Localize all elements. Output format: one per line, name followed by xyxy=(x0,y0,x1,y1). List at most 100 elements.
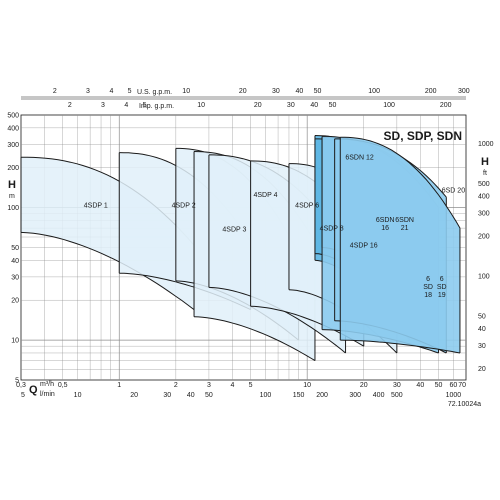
secondary-x-axes: U.S. g.p.m. Imp. g.p.m. 2 3 4 5 10 20 30 40 50 10… xyxy=(21,88,470,110)
y2-tick-label: 300 xyxy=(478,210,490,217)
series-label-4sdp-16: 4SDP 16 xyxy=(350,243,378,250)
lmin-tick-label: 150 xyxy=(293,392,305,399)
m3h-tick-label: 0,3 xyxy=(16,382,26,389)
impgpm-tick-label: 3 xyxy=(101,102,105,109)
usgpm-tick-label: 300 xyxy=(458,88,470,95)
impgpm-tick-label: 100 xyxy=(383,102,395,109)
y-tick-label: 100 xyxy=(7,205,19,212)
lmin-tick-label: 30 xyxy=(163,392,171,399)
lmin-tick-label: 500 xyxy=(391,392,403,399)
y2-tick-label: 500 xyxy=(478,181,490,188)
usgpm-tick-labels: 2 3 4 5 10 20 30 40 50 100 200 300 xyxy=(53,88,470,95)
usgpm-tick-label: 2 xyxy=(53,88,57,95)
m3h-tick-labels: 0,3 0,5 1 2 3 4 5 10 20 30 40 50 60 70 xyxy=(16,382,466,389)
x-unit-bottom: l/min xyxy=(40,391,55,398)
y-tick-label: 20 xyxy=(11,298,19,305)
series-label-6sdn-12: 6SDN 12 xyxy=(345,155,374,162)
footnote: 72.10024a xyxy=(448,401,481,408)
lmin-tick-label: 10 xyxy=(74,392,82,399)
y-tick-label: 30 xyxy=(11,274,19,281)
lmin-tick-label: 20 xyxy=(130,392,138,399)
m3h-tick-label: 40 xyxy=(416,382,424,389)
series-label-6sdn-21: 6SDN 21 xyxy=(395,217,414,232)
m3h-tick-label: 20 xyxy=(360,382,368,389)
x-quantity-label: Q xyxy=(29,384,38,396)
series-label-6sd-18: 6 SD 18 xyxy=(423,276,433,299)
series-label-4sdp-8: 4SDP 8 xyxy=(320,226,344,233)
series-label-6sd-19: 6 SD 19 xyxy=(437,276,447,299)
m3h-tick-label: 4 xyxy=(230,382,234,389)
usgpm-tick-label: 3 xyxy=(86,88,90,95)
chart-title: SD, SDP, SDN xyxy=(384,129,462,143)
y-quantity-label: H xyxy=(8,179,16,191)
usgpm-tick-label: 10 xyxy=(182,88,190,95)
y2-unit-label: ft xyxy=(483,170,487,177)
usgpm-tick-label: 20 xyxy=(239,88,247,95)
series-label-4sdp-4: 4SDP 4 xyxy=(253,192,277,199)
lmin-tick-label: 300 xyxy=(349,392,361,399)
lmin-tick-label: 5 xyxy=(21,392,25,399)
impgpm-tick-label: 4 xyxy=(124,102,128,109)
lmin-tick-label: 1000 xyxy=(446,392,462,399)
y-tick-label: 200 xyxy=(7,165,19,172)
y-unit-label: m xyxy=(9,193,15,200)
y2-quantity-label: H xyxy=(481,156,489,168)
series-label-6sd-20: 6SD 20 xyxy=(442,188,465,195)
bottom-x-axes: Q m³/h l/min 0,3 0,5 1 2 3 4 5 10 20 30 40 50 60 70 5… xyxy=(16,381,466,399)
m3h-tick-label: 50 xyxy=(435,382,443,389)
m3h-tick-label: 3 xyxy=(207,382,211,389)
impgpm-tick-label: 30 xyxy=(287,102,295,109)
m3h-tick-label: 60 xyxy=(450,382,458,389)
impgpm-tick-label: 2 xyxy=(68,102,72,109)
usgpm-tick-label: 40 xyxy=(295,88,303,95)
lmin-tick-label: 50 xyxy=(205,392,213,399)
usgpm-tick-label: 100 xyxy=(368,88,380,95)
y2-tick-label: 50 xyxy=(478,313,486,320)
impgpm-tick-labels: 2 3 4 5 10 20 30 40 50 100 200 xyxy=(68,102,452,109)
m3h-tick-label: 0,5 xyxy=(58,382,68,389)
y-tick-label: 5 xyxy=(15,378,19,385)
impgpm-tick-label: 5 xyxy=(143,102,147,109)
lmin-tick-label: 200 xyxy=(316,392,328,399)
series-area xyxy=(340,137,460,353)
series-label-4sdp-6: 4SDP 6 xyxy=(295,203,319,210)
usgpm-tick-label: 5 xyxy=(128,88,132,95)
x-unit-top: m³/h xyxy=(40,381,54,388)
m3h-tick-label: 30 xyxy=(393,382,401,389)
impgpm-axis-label: Imp. g.p.m. xyxy=(139,103,174,110)
y2-tick-label: 200 xyxy=(478,234,490,241)
impgpm-tick-label: 200 xyxy=(440,102,452,109)
y2-tick-label: 400 xyxy=(478,194,490,201)
series-labels: 4SDP 1 4SDP 2 4SDP 3 4SDP 4 4SDP 6 4SDP 8 4SDP… xyxy=(84,155,465,299)
m3h-tick-label: 5 xyxy=(249,382,253,389)
m3h-tick-label: 1 xyxy=(117,382,121,389)
usgpm-tick-label: 4 xyxy=(109,88,113,95)
m3h-tick-label: 10 xyxy=(303,382,311,389)
series-label-4sdp-1: 4SDP 1 xyxy=(84,203,108,210)
y2-tick-label: 30 xyxy=(478,343,486,350)
right-y-axis: H ft 1000 500 400 300 200 100 50 40 30 20 xyxy=(478,141,494,373)
y2-tick-labels: 1000 500 400 300 200 100 50 40 30 20 xyxy=(478,141,494,373)
y2-tick-label: 100 xyxy=(478,273,490,280)
m3h-tick-label: 2 xyxy=(174,382,178,389)
m3h-tick-label: 70 xyxy=(458,382,466,389)
impgpm-tick-label: 50 xyxy=(329,102,337,109)
usgpm-tick-label: 30 xyxy=(272,88,280,95)
y-tick-label: 500 xyxy=(7,113,19,120)
series-top-curve xyxy=(340,136,461,229)
series-bottom-curve xyxy=(340,339,461,354)
y2-tick-label: 1000 xyxy=(478,141,494,148)
series-bottom-curve xyxy=(193,316,316,362)
y-tick-label: 10 xyxy=(11,338,19,345)
y-tick-label: 50 xyxy=(11,245,19,252)
impgpm-tick-label: 10 xyxy=(197,102,205,109)
y-tick-label: 40 xyxy=(11,258,19,265)
series-bottom-curve xyxy=(20,231,195,310)
left-y-axis: H m 500 400 300 200 100 50 40 30 20 10 5 xyxy=(7,113,19,385)
lmin-tick-label: 400 xyxy=(373,392,385,399)
series-label-6sdn-16: 6SDN 16 xyxy=(376,217,395,232)
series-label-4sdp-3: 4SDP 3 xyxy=(222,227,246,234)
pump-series xyxy=(20,135,461,362)
y2-tick-label: 40 xyxy=(478,326,486,333)
